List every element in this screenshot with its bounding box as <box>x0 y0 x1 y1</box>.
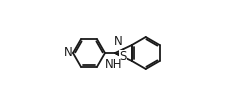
Text: N: N <box>113 35 122 48</box>
Text: S: S <box>119 50 127 63</box>
Text: N: N <box>64 47 72 59</box>
Text: NH: NH <box>105 58 122 71</box>
